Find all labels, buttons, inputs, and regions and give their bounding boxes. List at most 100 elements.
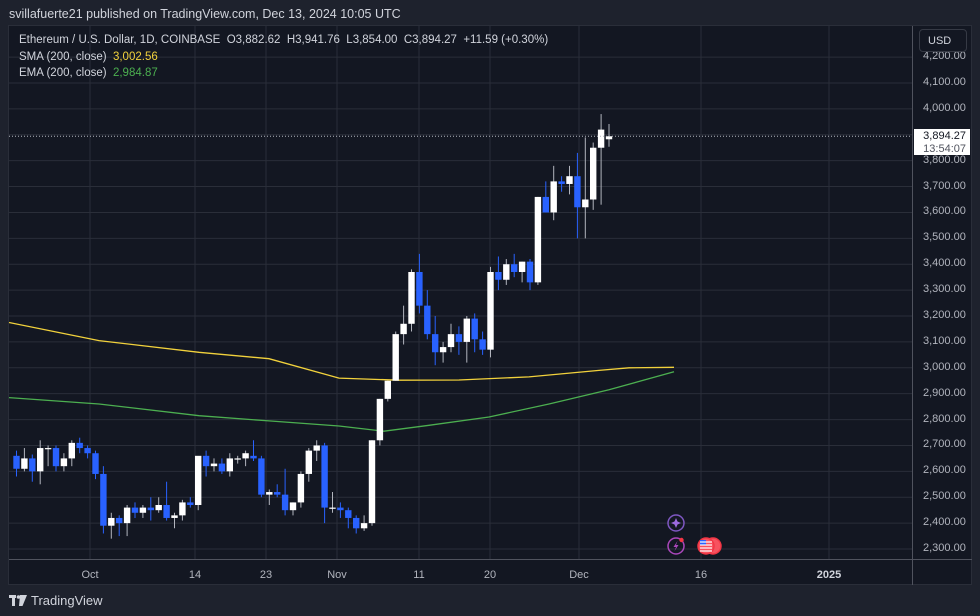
price-tick: 3,200.00 [923,309,966,321]
chart-legend: Ethereum / U.S. Dollar, 1D, COINBASE O3,… [19,32,548,82]
candle [297,471,305,508]
price-tick: 2,500.00 [923,490,966,503]
candle [76,437,83,454]
candle [439,341,447,363]
candle [400,305,407,345]
last-price: 3,894.27 [923,130,966,142]
candle [92,450,99,480]
last-price-label: 3,894.27 13:54:07 [914,129,970,155]
candle [345,507,352,529]
candlestick-chart[interactable] [9,26,912,559]
price-tick: 4,100.00 [923,76,966,88]
candle [60,453,68,472]
ema-legend[interactable]: EMA (200, close) 2,984.87 [19,65,548,82]
candle [424,290,431,340]
candle [384,380,391,402]
time-tick: Dec [569,569,589,581]
ohlc-change: +11.59 (+0.30%) [463,34,549,46]
candle [123,505,131,537]
candle [131,502,139,518]
candle [392,331,399,381]
candle [432,316,439,366]
footer-brand: TradingView [31,593,103,608]
candle [68,440,75,467]
time-tick: 16 [694,569,708,581]
price-tick: 3,000.00 [923,360,966,373]
time-tick: Oct [81,569,99,581]
candle [155,497,162,513]
sma-label: SMA (200, close) [19,50,107,63]
candle [21,448,28,472]
candle [44,445,52,467]
price-tick: 2,300.00 [923,542,966,555]
candle [534,196,542,285]
candle [479,331,486,355]
price-tick: 2,600.00 [923,464,966,477]
sma-line [9,321,675,381]
lightning-event-icon [667,537,685,555]
ema-label: EMA (200, close) [19,67,107,79]
price-tick: 2,400.00 [923,516,966,529]
candle [84,445,91,459]
candle [281,468,289,516]
axis-corner [912,559,972,585]
sparkle-event-icon [667,514,685,532]
time-tick: 14 [188,569,202,581]
candle [590,142,597,210]
tradingview-logo-icon [9,594,27,606]
ohlc-high: H3,941.76 [286,34,340,46]
candle [218,458,226,474]
candle [179,499,186,521]
time-tick: 23 [259,569,273,581]
candle [329,492,336,513]
price-tick: 3,300.00 [923,283,966,296]
candle [566,165,573,195]
candle [487,266,494,358]
candle [163,481,170,521]
ohlc-open: O3,882.62 [226,34,281,46]
candle [274,484,281,498]
candle [187,497,194,508]
candle [171,512,178,529]
candle [471,313,478,353]
candle [597,114,605,205]
chart-plot-area[interactable]: Ethereum / U.S. Dollar, 1D, COINBASE O3,… [9,26,912,559]
candle [147,497,154,521]
time-axis[interactable]: Oct 14 23 Nov 11 20 Dec 16 2025 [9,559,912,585]
price-tick: 2,700.00 [923,438,966,451]
candle [558,176,565,192]
candle [526,259,534,291]
time-tick: Nov [327,569,347,581]
sma-legend[interactable]: SMA (200, close) 3,002.56 [19,49,548,66]
candle [503,259,510,285]
price-tick: 3,400.00 [923,257,966,270]
ema-value: 2,984.87 [112,67,158,79]
candle [13,450,20,477]
price-tick: 4,200.00 [923,50,966,63]
candle [305,448,312,482]
candle [463,316,470,363]
time-tick: 20 [483,569,497,581]
candle [266,489,273,506]
event-markers[interactable] [667,514,722,555]
symbol-ohlc-line: Ethereum / U.S. Dollar, 1D, COINBASE O3,… [19,32,548,49]
ohlc-close: C3,894.27 [403,34,457,46]
price-axis[interactable]: 4,200.004,100.004,000.003,900.003,800.00… [912,26,972,559]
price-tick: 3,700.00 [923,179,966,192]
candle [495,256,502,291]
candle [289,502,297,516]
candle [313,440,320,461]
currency-button[interactable]: USD [919,29,967,52]
candle [542,181,549,213]
candle [321,442,328,524]
candle [52,445,60,472]
ohlc-low: L3,854.00 [346,34,398,46]
tradingview-logo[interactable]: TradingView [9,593,103,608]
price-tick: 3,500.00 [923,231,966,244]
time-tick: 2025 [816,569,842,581]
candle [447,323,455,353]
candle [337,502,344,518]
candle [360,515,368,531]
candle [100,466,107,534]
candle [29,454,36,482]
